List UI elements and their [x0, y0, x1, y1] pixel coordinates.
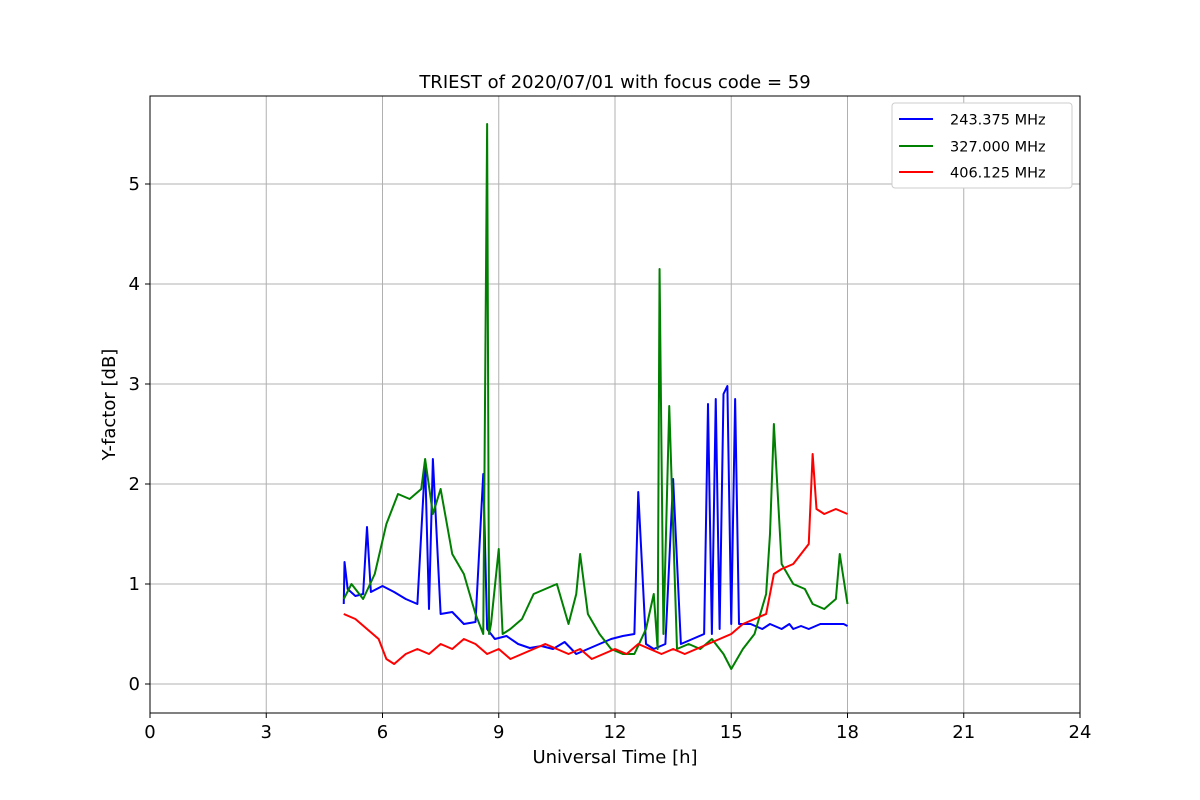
- series-line-406-125-mhz: [343, 453, 848, 665]
- x-tick-label: 18: [836, 722, 859, 743]
- series-line-243-375-mhz: [342, 385, 848, 655]
- x-tick-label: 21: [952, 722, 975, 743]
- grid: [149, 96, 1081, 713]
- x-tick-label: 9: [493, 722, 504, 743]
- x-axis-label: Universal Time [h]: [532, 747, 697, 768]
- legend: 243.375 MHz 327.000 MHz 406.125 MHz: [891, 102, 1073, 189]
- y-tick-label: 5: [129, 174, 140, 195]
- legend-label-243mhz: 243.375 MHz: [950, 113, 1046, 129]
- legend-label-327mhz: 327.000 MHz: [950, 140, 1046, 156]
- x-tick-label: 0: [144, 722, 155, 743]
- x-tick-label: 3: [261, 722, 272, 743]
- x-tick-label: 24: [1069, 722, 1092, 743]
- x-tick-label: 12: [604, 722, 627, 743]
- x-tick-label: 15: [720, 722, 743, 743]
- series-group: [342, 123, 849, 670]
- y-tick-label: 2: [129, 474, 140, 495]
- y-axis-label: Y-factor [dB]: [99, 349, 120, 462]
- y-tick-label: 0: [129, 674, 140, 695]
- series-line-327-000-mhz: [342, 123, 849, 670]
- chart-title: TRIEST of 2020/07/01 with focus code = 5…: [418, 72, 810, 93]
- x-tick-label: 6: [377, 722, 388, 743]
- legend-box: [891, 102, 1073, 189]
- y-tick-label: 1: [129, 574, 140, 595]
- y-tick-label: 3: [129, 374, 140, 395]
- legend-label-406mhz: 406.125 MHz: [950, 166, 1046, 182]
- y-tick-label: 4: [129, 274, 140, 295]
